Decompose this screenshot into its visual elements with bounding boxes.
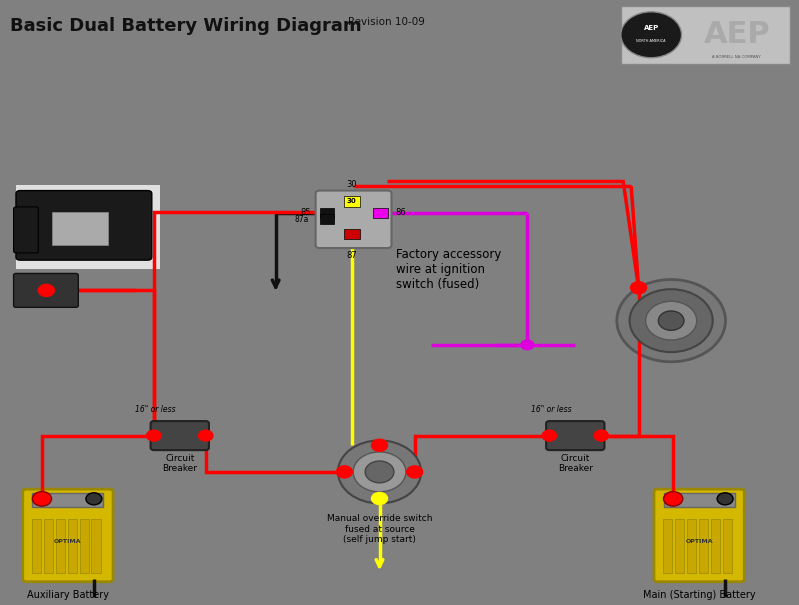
Circle shape xyxy=(198,430,213,441)
Text: 30: 30 xyxy=(346,180,357,189)
Circle shape xyxy=(32,491,52,506)
FancyBboxPatch shape xyxy=(150,421,209,450)
Circle shape xyxy=(718,492,733,505)
Bar xyxy=(344,229,360,239)
Circle shape xyxy=(594,431,608,440)
Circle shape xyxy=(336,466,352,478)
Circle shape xyxy=(86,492,102,505)
FancyBboxPatch shape xyxy=(16,191,152,260)
Bar xyxy=(320,208,334,218)
Bar xyxy=(91,518,101,574)
Circle shape xyxy=(521,340,534,350)
Circle shape xyxy=(646,301,697,340)
Circle shape xyxy=(617,280,725,362)
FancyBboxPatch shape xyxy=(621,6,790,64)
Circle shape xyxy=(148,431,160,440)
FancyBboxPatch shape xyxy=(14,273,78,307)
Text: Auxiliary Battery: Auxiliary Battery xyxy=(27,590,109,600)
Text: Circuit
Breaker: Circuit Breaker xyxy=(162,454,197,473)
Circle shape xyxy=(372,492,388,505)
Text: Circuit
Breaker: Circuit Breaker xyxy=(558,454,593,473)
Circle shape xyxy=(630,289,713,352)
Bar xyxy=(664,494,735,507)
Circle shape xyxy=(200,431,213,440)
Bar xyxy=(16,185,160,269)
Circle shape xyxy=(407,466,423,478)
Circle shape xyxy=(365,461,394,483)
Circle shape xyxy=(147,430,161,441)
Circle shape xyxy=(664,491,682,506)
Bar xyxy=(56,518,66,574)
Text: OPTIMA: OPTIMA xyxy=(54,539,81,544)
Bar xyxy=(320,214,334,224)
Circle shape xyxy=(353,452,406,492)
Bar xyxy=(663,518,672,574)
Circle shape xyxy=(38,284,54,296)
Text: Revision 10-09: Revision 10-09 xyxy=(348,17,424,27)
Bar xyxy=(687,518,696,574)
Bar xyxy=(33,494,103,507)
Bar xyxy=(698,518,708,574)
Bar xyxy=(80,518,89,574)
Text: AEP: AEP xyxy=(703,21,770,49)
Circle shape xyxy=(594,430,609,441)
FancyBboxPatch shape xyxy=(547,421,604,450)
Bar xyxy=(32,518,42,574)
Text: NORTH AMERICA: NORTH AMERICA xyxy=(637,39,666,43)
Circle shape xyxy=(372,439,388,451)
Text: 85: 85 xyxy=(300,209,311,217)
Circle shape xyxy=(658,311,684,330)
Text: A BORRELL NA COMPANY: A BORRELL NA COMPANY xyxy=(712,54,761,59)
Text: 16" or less: 16" or less xyxy=(531,405,571,414)
Bar xyxy=(52,212,108,245)
Text: OPTIMA: OPTIMA xyxy=(686,539,713,544)
Text: 30: 30 xyxy=(347,198,356,204)
Bar xyxy=(674,518,684,574)
Bar xyxy=(344,196,360,207)
Circle shape xyxy=(338,440,421,503)
Bar xyxy=(711,518,720,574)
Circle shape xyxy=(542,430,556,441)
Text: 16" or less: 16" or less xyxy=(136,405,176,414)
Text: Factory accessory
wire at ignition
switch (fused): Factory accessory wire at ignition switc… xyxy=(396,247,501,291)
Text: 86: 86 xyxy=(396,209,407,217)
Text: Basic Dual Battery Wiring Diagram: Basic Dual Battery Wiring Diagram xyxy=(10,17,362,35)
Bar xyxy=(44,518,53,574)
Circle shape xyxy=(543,431,556,440)
Text: 87: 87 xyxy=(346,251,357,260)
Circle shape xyxy=(621,12,682,58)
Text: AEP: AEP xyxy=(643,25,659,30)
FancyBboxPatch shape xyxy=(316,191,392,248)
Text: Manual override switch
fused at source
(self jump start): Manual override switch fused at source (… xyxy=(327,514,432,544)
Circle shape xyxy=(630,282,646,294)
Bar xyxy=(722,518,732,574)
Bar xyxy=(67,518,77,574)
FancyBboxPatch shape xyxy=(14,207,38,253)
Text: Main (Starting) Battery: Main (Starting) Battery xyxy=(643,590,755,600)
Bar xyxy=(373,208,388,218)
Text: 87a: 87a xyxy=(295,215,309,223)
FancyBboxPatch shape xyxy=(654,489,745,582)
FancyBboxPatch shape xyxy=(23,489,113,582)
